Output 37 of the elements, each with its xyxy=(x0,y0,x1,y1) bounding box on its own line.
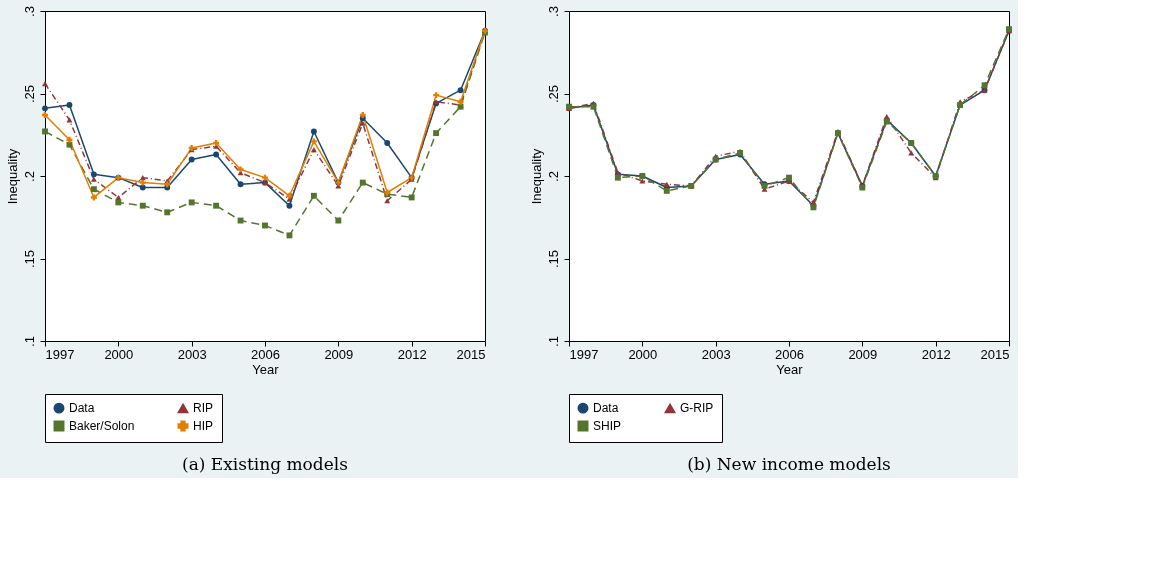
x-tick-label: 2000 xyxy=(104,346,134,362)
y-tick-label: .15 xyxy=(21,249,37,269)
legend-label: SHIP xyxy=(593,419,622,433)
x-tick-label: 2000 xyxy=(628,346,658,362)
legend-label: RIP xyxy=(193,401,214,416)
legend-label: Data xyxy=(593,401,619,416)
x-tick-label: 2009 xyxy=(324,346,354,362)
text: (b) New income models xyxy=(687,453,891,474)
x-axis-title: Year xyxy=(776,361,804,377)
legend-label: HIP xyxy=(193,419,214,433)
y-tick-label: .2 xyxy=(21,171,37,182)
y-tick-label: .3 xyxy=(21,6,37,17)
x-tick-label: 2006 xyxy=(251,346,280,362)
legend-label: Data xyxy=(69,401,95,416)
y-tick-label: .25 xyxy=(545,84,561,104)
y-tick-label: .1 xyxy=(21,336,37,347)
y-tick-label: .25 xyxy=(21,84,37,104)
x-tick-label: 2012 xyxy=(397,346,427,362)
x-axis-title: Year xyxy=(252,361,280,377)
legend-label: G-RIP xyxy=(680,401,714,416)
x-tick-label: 1997 xyxy=(569,346,599,362)
y-tick-label: .2 xyxy=(545,171,561,182)
x-tick-label: 2015 xyxy=(456,346,486,362)
x-tick-label: 2015 xyxy=(980,346,1010,362)
x-tick-label: 2006 xyxy=(775,346,804,362)
y-axis-title: Inequality xyxy=(528,148,544,205)
x-tick-label: 2012 xyxy=(921,346,951,362)
x-tick-label: 1997 xyxy=(45,346,75,362)
x-tick-label: 2003 xyxy=(177,346,207,362)
text: (a) Existing models xyxy=(182,453,348,474)
y-tick-label: .1 xyxy=(545,336,561,347)
y-tick-label: .3 xyxy=(545,6,561,17)
legend-label: Baker/Solon xyxy=(69,419,135,433)
x-tick-label: 2003 xyxy=(701,346,731,362)
x-tick-label: 2009 xyxy=(848,346,878,362)
y-axis-title: Inequality xyxy=(4,148,20,205)
y-tick-label: .15 xyxy=(545,249,561,269)
